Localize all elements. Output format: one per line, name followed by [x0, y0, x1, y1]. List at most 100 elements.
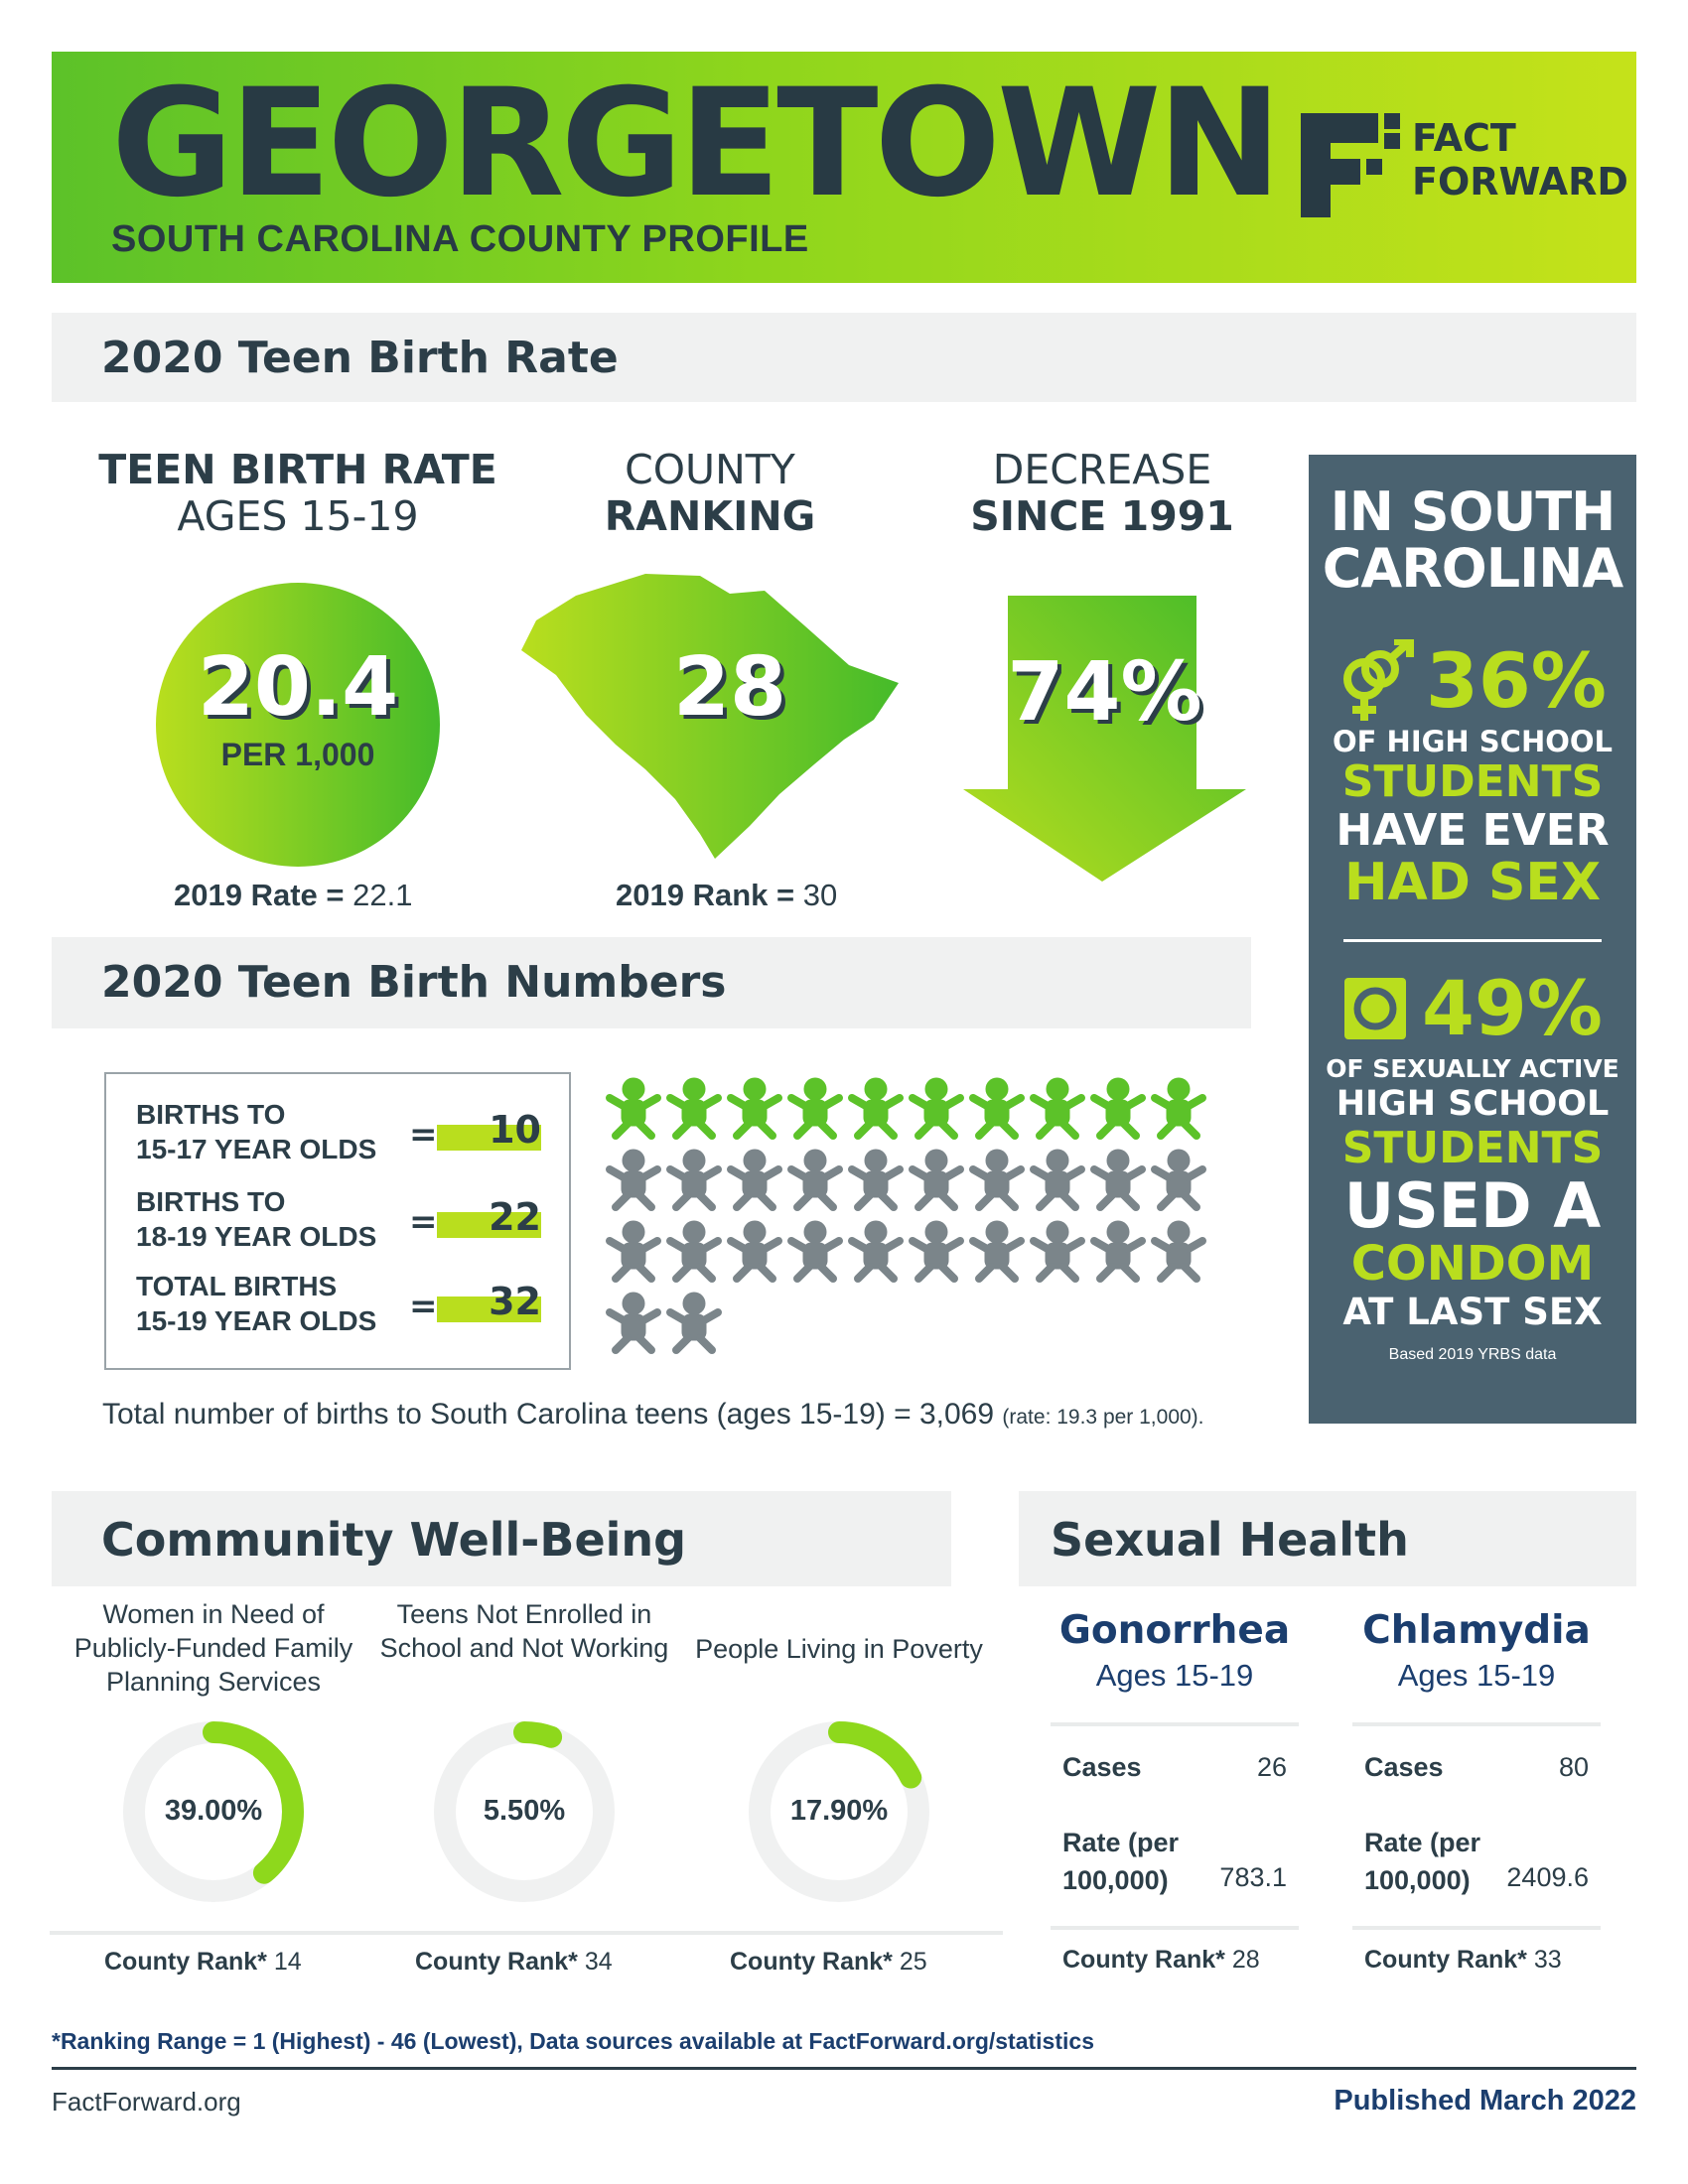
baby-icon: [848, 1220, 904, 1283]
donut-value: 17.90%: [789, 1795, 889, 1827]
section-title: Sexual Health: [1051, 1513, 1409, 1567]
header-banner: GEORGETOWN SOUTH CAROLINA COUNTY PROFILE…: [52, 52, 1636, 283]
stat2-line2: HIGH SCHOOL: [1336, 1084, 1610, 1125]
baby-icon: [1151, 1149, 1206, 1211]
down-arrow-icon: [963, 596, 1246, 882]
county-title: GEORGETOWN: [111, 58, 1282, 230]
sidebar-title: IN SOUTH CAROLINA: [1309, 483, 1636, 600]
donut-fill: [434, 1721, 615, 1902]
divider: [360, 1931, 688, 1935]
gender-symbols-icon: [1343, 638, 1415, 721]
ranking-footnote: *Ranking Range = 1 (Highest) - 46 (Lowes…: [52, 2028, 1094, 2054]
state-total-rate: (rate: 19.3 per 1,000).: [1002, 1406, 1204, 1429]
rate-label-line2: 100,000): [1364, 1864, 1471, 1895]
section-band-teen-birth-rate: 2020 Teen Birth Rate: [52, 313, 1636, 402]
rate-label: Rate (per 100,000): [1364, 1825, 1480, 1900]
baby-icon: [969, 1220, 1025, 1283]
fact-forward-logo: FACT FORWARD: [1301, 113, 1628, 222]
birth-row-label-line2: 15-19 YEAR OLDS: [136, 1305, 377, 1336]
sidebar-title-line2: CAROLINA: [1322, 536, 1623, 600]
county-rank-value: 28: [1231, 1946, 1260, 1974]
rank-value: 28: [672, 640, 787, 735]
stat2-line3: STUDENTS: [1341, 1123, 1604, 1174]
state-total-text: Total number of births to South Carolina…: [102, 1398, 995, 1431]
section-title: 2020 Teen Birth Rate: [101, 333, 619, 383]
donut-value: 39.00%: [164, 1795, 263, 1827]
stat2-header: 49%: [1309, 964, 1636, 1052]
donut-chart: [123, 1721, 304, 1902]
county-rank: County Rank* 34: [415, 1948, 633, 1977]
county-rank-label: County Rank*: [730, 1948, 893, 1976]
decrease-heading-line1: DECREASE: [992, 446, 1212, 493]
baby-icon: [969, 1077, 1025, 1140]
disease-title: Gonorrhea: [1058, 1608, 1291, 1653]
logo-mark-icon: [1301, 113, 1400, 217]
rank-2019: 2019 Rank = 30: [616, 878, 837, 913]
divider: [1352, 1926, 1601, 1930]
equals-sign: =: [409, 1115, 438, 1155]
baby-icon: [909, 1220, 964, 1283]
birth-row-value: 10: [489, 1108, 541, 1152]
rate-unit: PER 1,000: [220, 737, 375, 772]
county-rank-value: 33: [1533, 1946, 1562, 1974]
rate-label-line1: Rate (per: [1364, 1828, 1481, 1857]
logo-text-fact: FACT: [1412, 116, 1516, 160]
section-title: Community Well-Being: [101, 1513, 687, 1567]
baby-icon: [1030, 1077, 1085, 1140]
divider: [1051, 1926, 1299, 1930]
baby-icon: [666, 1292, 722, 1354]
equals-sign: =: [409, 1287, 438, 1326]
south-carolina-sidebar: IN SOUTH CAROLINA 36% OF HIGH SCHOOL STU…: [1309, 455, 1636, 1424]
county-rank-value: 34: [584, 1948, 613, 1976]
birth-row-label: TOTAL BIRTHS 15-19 YEAR OLDS: [136, 1269, 394, 1338]
metric-label: People Living in Poverty: [695, 1634, 983, 1664]
county-rank: County Rank* 14: [104, 1948, 323, 1977]
cases-value: 26: [1256, 1752, 1287, 1782]
stat1-header: 36%: [1309, 636, 1636, 725]
state-total-note: Total number of births to South Carolina…: [102, 1398, 1204, 1432]
rate-circle: [156, 583, 440, 867]
donut-chart: [434, 1721, 615, 1902]
cases-label: Cases: [1364, 1752, 1444, 1782]
county-rank: County Rank* 33: [1364, 1946, 1603, 1975]
birth-row-label-line1: TOTAL BIRTHS: [136, 1271, 338, 1301]
baby-icon: [1030, 1149, 1085, 1211]
baby-icon: [787, 1077, 843, 1140]
donut-fill: [749, 1721, 929, 1902]
rate-2019-label: 2019 Rate =: [174, 878, 345, 912]
cases-value: 80: [1558, 1752, 1589, 1782]
baby-icon: [1030, 1220, 1085, 1283]
divider: [50, 1931, 377, 1935]
value-highlight-bar: [437, 1212, 541, 1238]
baby-icon: [1151, 1077, 1206, 1140]
baby-icon: [606, 1220, 661, 1283]
stat1-line4: HAD SEX: [1343, 853, 1602, 913]
divider: [675, 1931, 1003, 1935]
baby-icon: [909, 1149, 964, 1211]
baby-icon: [1090, 1149, 1146, 1211]
footer-site-link[interactable]: FactForward.org: [52, 2087, 241, 2116]
county-rank-label: County Rank*: [415, 1948, 578, 1976]
stat2-line5: CONDOM: [1350, 1235, 1595, 1292]
section-title: 2020 Teen Birth Numbers: [101, 957, 727, 1008]
county-rank-value: 14: [273, 1948, 302, 1976]
stat2-line6: AT LAST SEX: [1342, 1290, 1603, 1333]
baby-icon: [727, 1149, 782, 1211]
donut-value: 5.50%: [483, 1795, 566, 1827]
birth-row-label: BIRTHS TO 18-19 YEAR OLDS: [136, 1184, 394, 1254]
baby-icon: [848, 1149, 904, 1211]
decrease-heading-line2: SINCE 1991: [970, 492, 1234, 541]
metric-label: Teens Not Enrolled in School and Not Wor…: [379, 1599, 669, 1663]
baby-icon: [606, 1292, 661, 1354]
section-band-teen-birth-numbers: 2020 Teen Birth Numbers: [52, 937, 1251, 1028]
stat2-line1: OF SEXUALLY ACTIVE: [1326, 1054, 1619, 1084]
donut-fill: [123, 1721, 304, 1902]
published-date: Published March 2022: [1334, 2085, 1636, 2116]
rate-heading-line1: TEEN BIRTH RATE: [98, 446, 497, 493]
rank-2019-label: 2019 Rank =: [616, 878, 795, 912]
stat1-line1: OF HIGH SCHOOL: [1332, 725, 1613, 759]
birth-row-label: BIRTHS TO 15-17 YEAR OLDS: [136, 1097, 394, 1166]
stat2-line4: USED A: [1343, 1168, 1602, 1242]
baby-icon: [909, 1077, 964, 1140]
sidebar-source: Based 2019 YRBS data: [1388, 1346, 1557, 1364]
